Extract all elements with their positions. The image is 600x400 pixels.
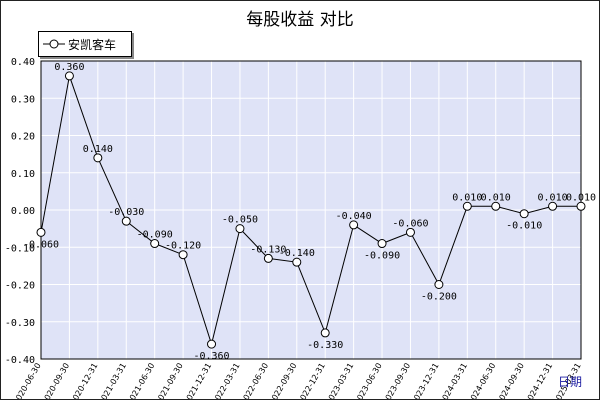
x-tick-label: 2024-06-30 <box>466 361 497 399</box>
series-line <box>36 71 586 349</box>
data-label: -0.200 <box>421 292 457 303</box>
data-label: 0.010 <box>481 192 511 203</box>
x-tick-label: 2022-09-30 <box>267 362 298 400</box>
x-tick-label: 2022-06-30 <box>239 362 270 400</box>
data-label: -0.050 <box>222 215 258 226</box>
y-tick-label: -0.20 <box>5 281 35 292</box>
x-tick-label: 2024-12-31 <box>523 362 554 400</box>
data-labels: -0.0600.3600.140-0.030-0.090-0.120-0.360… <box>23 62 596 362</box>
data-label: -0.090 <box>364 251 400 262</box>
x-tick-label: 2021-06-30 <box>125 362 156 400</box>
x-tick-label: 2020-12-31 <box>69 362 100 400</box>
x-tick-label: 2023-03-31 <box>324 362 355 400</box>
x-axis-label: 日期 <box>558 375 583 389</box>
y-axis-ticks: 0.40 0.30 0.20 0.10 0.00 -0.10 -0.20 -0.30 -0.40 <box>5 57 35 366</box>
x-tick-label: 2021-09-30 <box>154 362 185 400</box>
data-point <box>576 201 586 211</box>
data-label: -0.030 <box>108 207 144 218</box>
data-label: 0.010 <box>538 192 568 203</box>
data-label: -0.060 <box>23 239 59 250</box>
legend-label: 安凯客车 <box>68 37 117 52</box>
x-tick-label: 2022-03-31 <box>211 362 242 400</box>
data-label: -0.120 <box>165 241 201 252</box>
y-tick-label: -0.10 <box>5 243 35 254</box>
data-point <box>235 224 245 234</box>
x-tick-label: 2024-09-30 <box>495 362 526 400</box>
data-point <box>64 71 74 81</box>
y-tick-label: -0.30 <box>5 318 35 329</box>
data-point <box>434 280 444 289</box>
data-label: -0.360 <box>193 351 229 362</box>
x-tick-label: 2020-06-30 <box>12 362 43 400</box>
x-tick-label: 2021-03-31 <box>97 362 128 400</box>
data-point <box>405 227 415 237</box>
data-point <box>462 201 472 211</box>
data-point <box>349 220 359 230</box>
chart-title: 每股收益 对比 <box>246 10 354 30</box>
data-label: 0.010 <box>566 192 596 203</box>
data-label: -0.010 <box>506 221 542 232</box>
legend: 安凯客车 <box>38 31 132 57</box>
data-point <box>320 328 330 338</box>
data-label: -0.330 <box>307 340 343 351</box>
data-point <box>519 209 529 219</box>
y-tick-label: 0.20 <box>11 132 35 143</box>
y-tick-label: 0.00 <box>11 206 35 217</box>
x-axis-ticks: 2020-06-302020-09-302020-12-312021-03-31… <box>12 361 583 399</box>
data-point <box>150 239 160 249</box>
data-point <box>263 253 273 263</box>
data-label: -0.130 <box>250 244 286 255</box>
data-point <box>121 216 131 226</box>
data-label: 0.010 <box>452 192 482 203</box>
data-label: -0.060 <box>392 218 428 229</box>
y-tick-label: -0.40 <box>5 355 35 366</box>
data-point <box>491 201 501 211</box>
series-polyline <box>40 73 581 346</box>
data-point <box>36 227 46 237</box>
data-label: -0.090 <box>137 230 173 241</box>
y-tick-label: 0.10 <box>11 169 35 180</box>
data-label: 0.360 <box>54 62 84 73</box>
data-point <box>377 239 387 249</box>
x-tick-label: 2023-09-30 <box>381 362 412 400</box>
x-tick-label: 2021-12-31 <box>182 362 213 400</box>
x-tick-label: 2024-03-31 <box>438 362 469 400</box>
data-point <box>178 250 188 260</box>
data-label: -0.140 <box>279 248 315 259</box>
y-tick-label: 0.40 <box>11 57 35 68</box>
data-point <box>207 339 217 349</box>
data-point <box>93 153 103 163</box>
data-point <box>292 257 302 267</box>
data-label: 0.140 <box>83 144 113 155</box>
data-label: -0.040 <box>336 211 372 222</box>
data-point <box>548 201 558 211</box>
x-tick-label: 2023-06-30 <box>353 362 384 400</box>
grid-lines <box>40 60 582 360</box>
x-tick-label: 2023-12-31 <box>410 362 441 400</box>
y-tick-label: 0.30 <box>11 94 35 105</box>
x-tick-label: 2022-12-31 <box>296 362 327 400</box>
x-tick-label: 2020-09-30 <box>40 362 71 400</box>
legend-marker-icon <box>43 39 65 49</box>
